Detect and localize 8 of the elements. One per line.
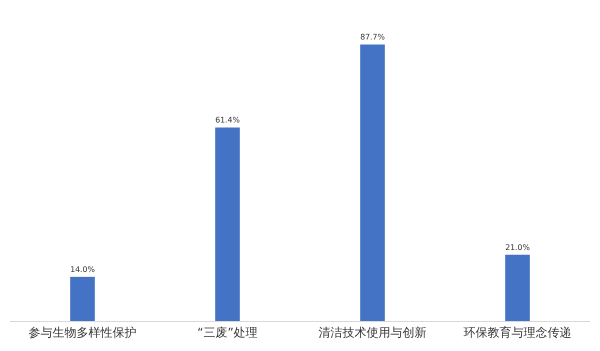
x-tick-label: “三废”处理 bbox=[197, 325, 258, 340]
bar bbox=[70, 276, 95, 321]
x-tick-label: 清洁技术使用与创新 bbox=[318, 325, 426, 340]
x-tick-label: 参与生物多样性保护 bbox=[28, 325, 136, 340]
bar bbox=[360, 44, 385, 321]
bar bbox=[505, 254, 530, 321]
x-tick-label: 环保教育与理念传递 bbox=[464, 325, 572, 340]
bar bbox=[215, 127, 240, 321]
